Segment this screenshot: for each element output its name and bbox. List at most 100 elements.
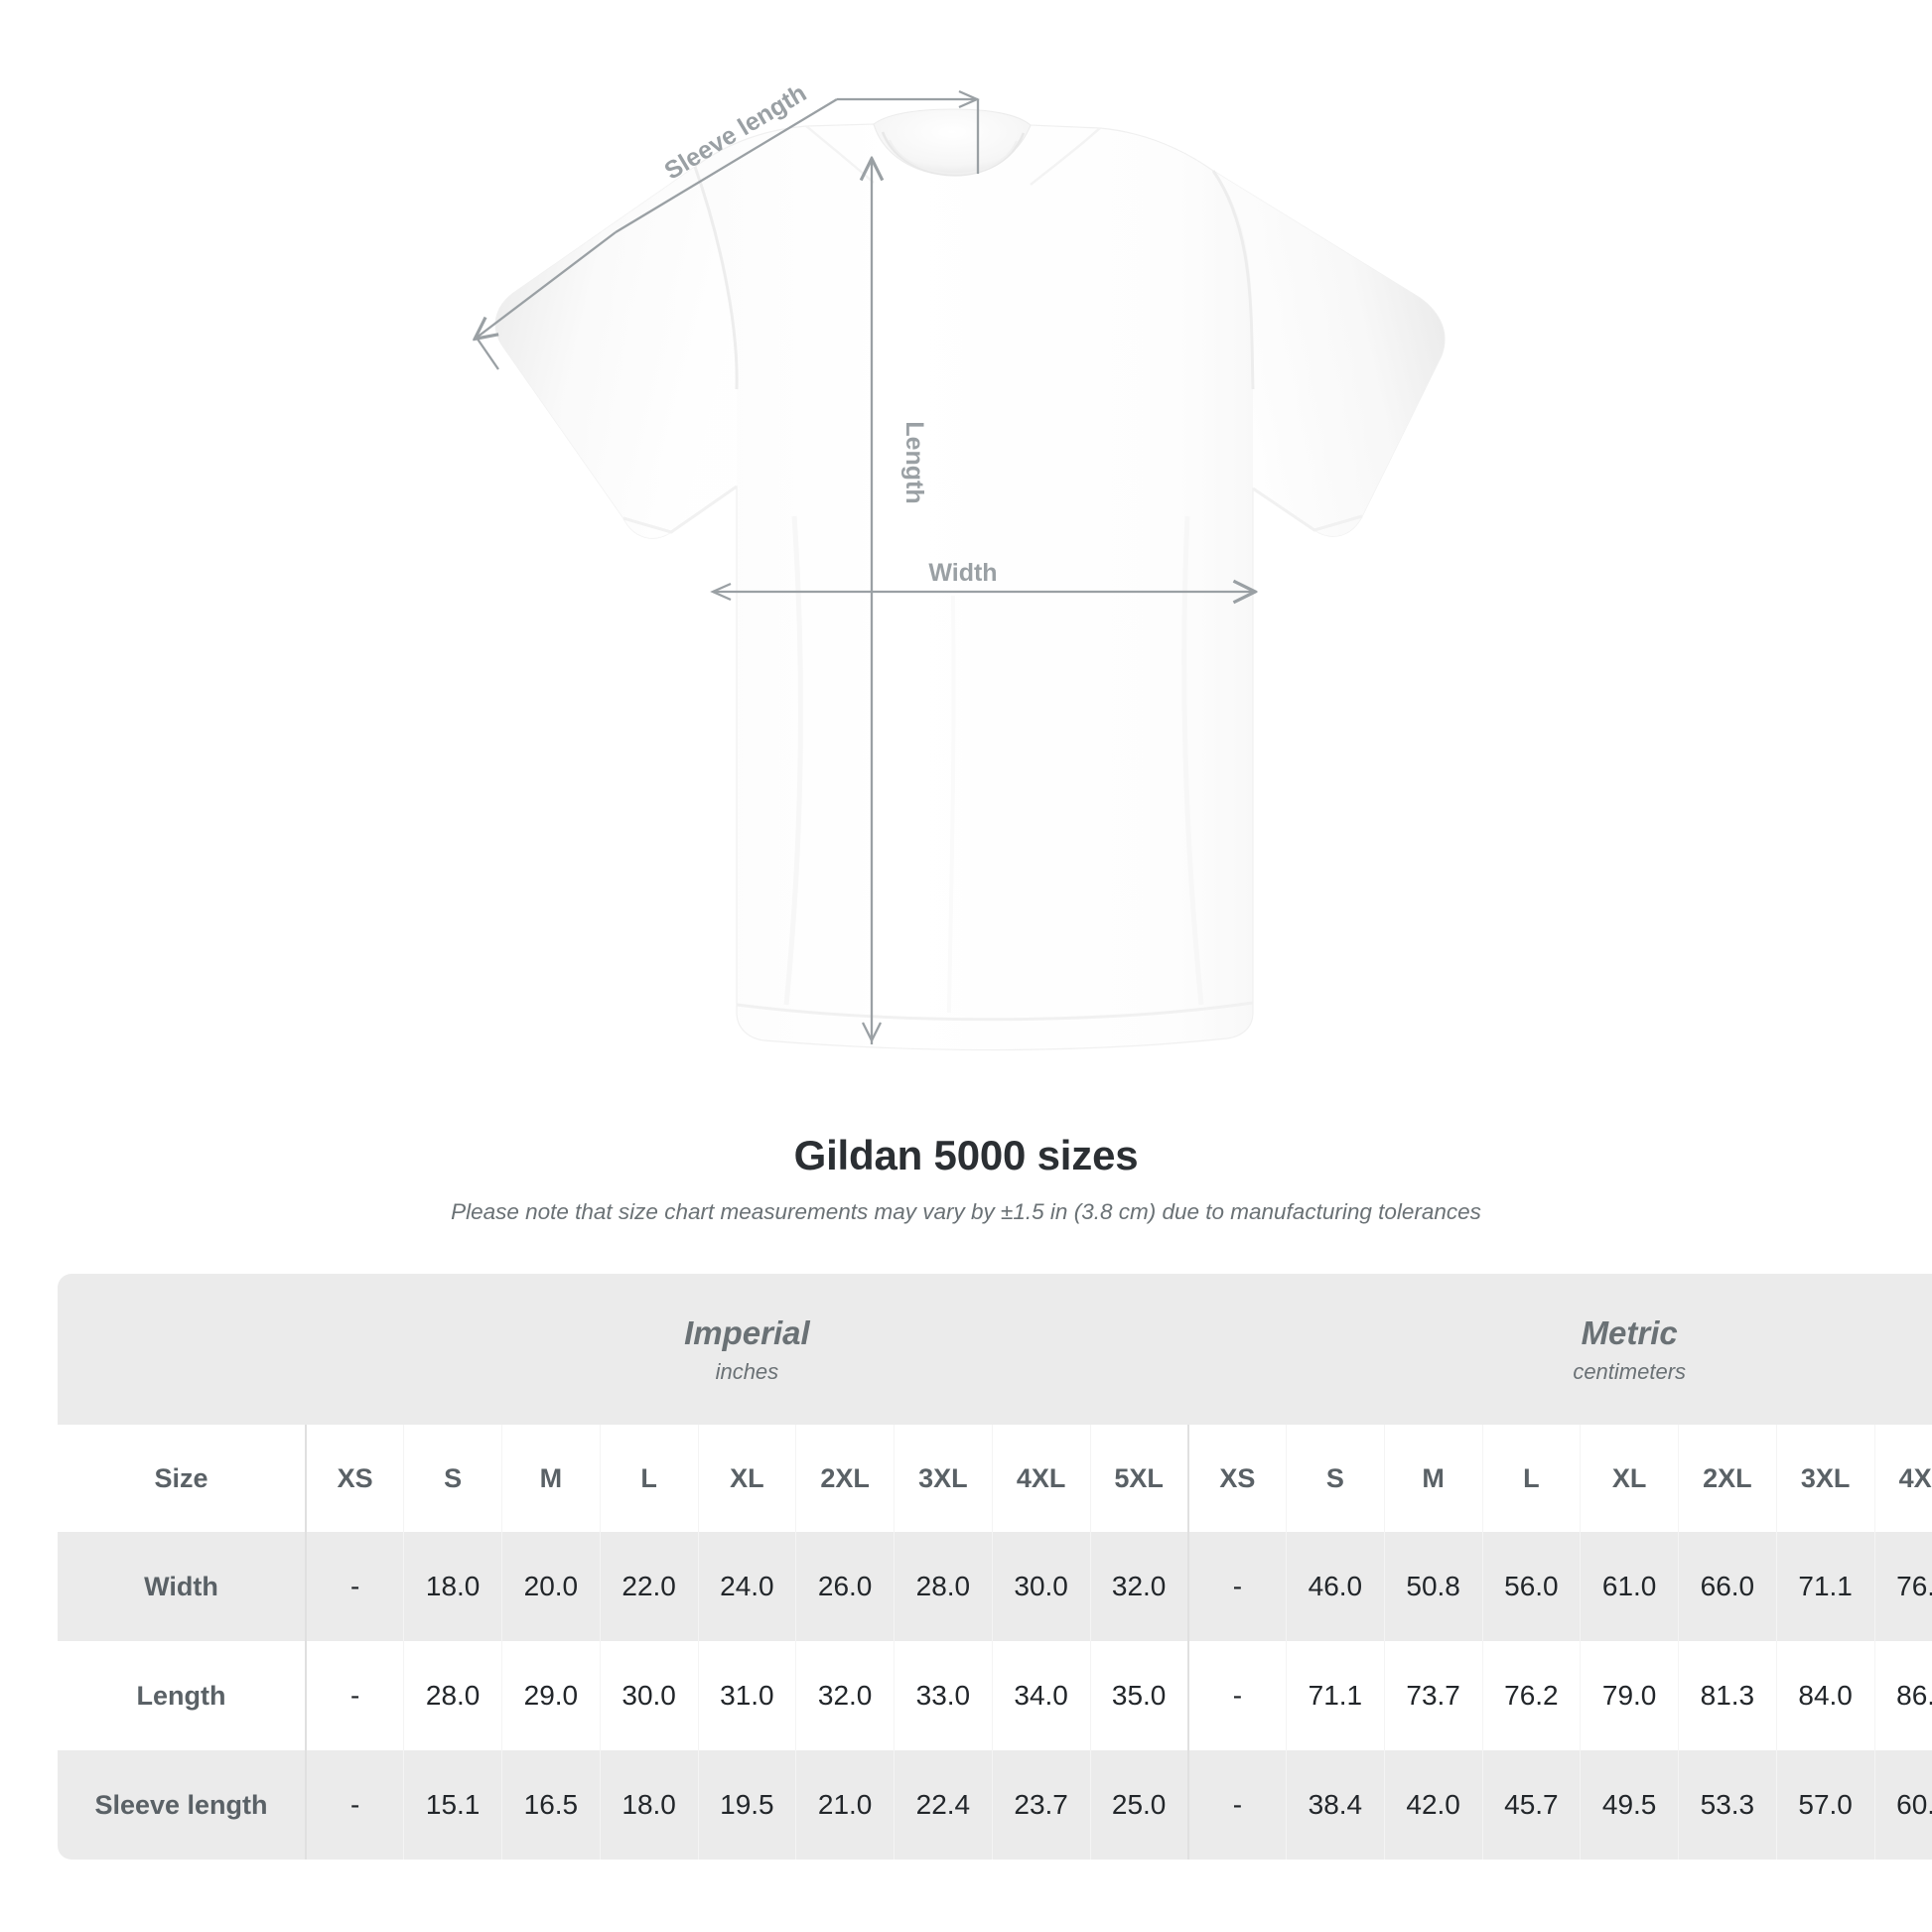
- size-header-imperial-m: M: [501, 1425, 601, 1532]
- page-title: Gildan 5000 sizes: [793, 1132, 1139, 1178]
- cell-length-metric-4xl: 86.4: [1873, 1641, 1932, 1750]
- table-row-sleeve-length: Sleeve length - 15.1 16.5 18.0 19.5 21.0…: [58, 1750, 1932, 1860]
- cell-length-metric-xl: 79.0: [1580, 1641, 1679, 1750]
- cell-length-metric-2xl: 81.3: [1678, 1641, 1777, 1750]
- cell-sleeve-imperial-xl: 19.5: [697, 1750, 796, 1860]
- cell-sleeve-imperial-3xl: 22.4: [894, 1750, 993, 1860]
- unit-cell-imperial: Imperial inches: [306, 1274, 1188, 1425]
- size-header-imperial-xl: XL: [697, 1425, 796, 1532]
- size-table-container: Imperial inches Metric centimeters Size …: [58, 1274, 1932, 1860]
- size-header-metric-l: L: [1481, 1425, 1581, 1532]
- unit-sub-imperial: inches: [715, 1358, 779, 1384]
- cell-sleeve-imperial-l: 18.0: [599, 1750, 698, 1860]
- unit-cell-metric: Metric centimeters: [1187, 1274, 1932, 1425]
- sleeve-diagonal-upper: [615, 98, 838, 233]
- unit-name-metric: Metric: [1581, 1313, 1678, 1351]
- title-block: Gildan 5000 sizes Please note that size …: [0, 1132, 1932, 1227]
- cell-sleeve-imperial-xs: -: [305, 1750, 404, 1860]
- cell-width-metric-4xl: 76.2: [1873, 1532, 1932, 1641]
- cell-length-metric-s: 71.1: [1286, 1641, 1385, 1750]
- size-header-metric-4xl: 4XL: [1873, 1425, 1932, 1532]
- sleeve-tick-left: [476, 337, 499, 370]
- cell-width-metric-xs: -: [1186, 1532, 1287, 1641]
- unit-name-imperial: Imperial: [684, 1313, 810, 1351]
- cell-sleeve-metric-xs: -: [1186, 1750, 1287, 1860]
- size-header-imperial-5xl: 5XL: [1089, 1425, 1188, 1532]
- size-header-metric-xs: XS: [1186, 1425, 1287, 1532]
- cell-width-imperial-s: 18.0: [403, 1532, 502, 1641]
- cell-width-metric-3xl: 71.1: [1775, 1532, 1874, 1641]
- tshirt-illustration: [494, 108, 1446, 1051]
- cell-length-metric-xs: -: [1186, 1641, 1287, 1750]
- size-header-metric-3xl: 3XL: [1775, 1425, 1874, 1532]
- cell-width-metric-2xl: 66.0: [1678, 1532, 1777, 1641]
- row-label-sleeve-length: Sleeve length: [58, 1750, 306, 1860]
- cell-length-imperial-3xl: 33.0: [894, 1641, 993, 1750]
- cell-sleeve-imperial-4xl: 23.7: [991, 1750, 1090, 1860]
- size-header-row: Size XS S M L XL 2XL 3XL 4XL 5XL XS S M …: [58, 1425, 1932, 1532]
- size-header-metric-s: S: [1286, 1425, 1385, 1532]
- cell-width-imperial-xs: -: [305, 1532, 404, 1641]
- cell-width-imperial-m: 20.0: [501, 1532, 601, 1641]
- tshirt-measurement-diagram: Sleeve length Length Width: [0, 79, 1446, 1051]
- cell-length-metric-m: 73.7: [1383, 1641, 1482, 1750]
- annotation-lines: [476, 89, 1253, 1044]
- cell-length-imperial-s: 28.0: [403, 1641, 502, 1750]
- size-header-imperial-2xl: 2XL: [795, 1425, 895, 1532]
- cell-length-metric-l: 76.2: [1481, 1641, 1581, 1750]
- cell-sleeve-imperial-5xl: 25.0: [1089, 1750, 1188, 1860]
- size-header-imperial-3xl: 3XL: [894, 1425, 993, 1532]
- size-header-metric-m: M: [1383, 1425, 1482, 1532]
- cell-width-imperial-2xl: 26.0: [795, 1532, 895, 1641]
- cell-sleeve-imperial-s: 15.1: [403, 1750, 502, 1860]
- table-row-length: Length - 28.0 29.0 30.0 31.0 32.0 33.0 3…: [58, 1641, 1932, 1750]
- tolerance-note: Please note that size chart measurements…: [451, 1199, 1481, 1225]
- table-row-width: Width - 18.0 20.0 22.0 24.0 26.0 28.0 30…: [58, 1532, 1932, 1641]
- cell-width-imperial-xl: 24.0: [697, 1532, 796, 1641]
- cell-width-metric-m: 50.8: [1383, 1532, 1482, 1641]
- cell-width-imperial-3xl: 28.0: [894, 1532, 993, 1641]
- cell-sleeve-imperial-m: 16.5: [501, 1750, 601, 1860]
- size-header-imperial-s: S: [403, 1425, 502, 1532]
- cell-sleeve-metric-xl: 49.5: [1580, 1750, 1679, 1860]
- unit-sub-metric: centimeters: [1573, 1358, 1687, 1384]
- row-label-length: Length: [58, 1641, 306, 1750]
- cell-length-imperial-2xl: 32.0: [795, 1641, 895, 1750]
- length-arrow-bottom: [861, 1022, 883, 1043]
- column-header-size: Size: [58, 1425, 306, 1532]
- size-header-metric-xl: XL: [1580, 1425, 1679, 1532]
- cell-sleeve-metric-l: 45.7: [1481, 1750, 1581, 1860]
- cell-length-imperial-l: 30.0: [599, 1641, 698, 1750]
- size-header-metric-2xl: 2XL: [1678, 1425, 1777, 1532]
- cell-length-imperial-m: 29.0: [501, 1641, 601, 1750]
- cell-sleeve-metric-s: 38.4: [1286, 1750, 1385, 1860]
- cell-width-imperial-5xl: 32.0: [1089, 1532, 1188, 1641]
- cell-sleeve-metric-3xl: 57.0: [1775, 1750, 1874, 1860]
- cell-width-imperial-4xl: 30.0: [991, 1532, 1090, 1641]
- sleeve-arrow-right: [958, 89, 980, 109]
- cell-length-imperial-4xl: 34.0: [991, 1641, 1090, 1750]
- row-label-width: Width: [58, 1532, 306, 1641]
- cell-length-imperial-xs: -: [305, 1641, 404, 1750]
- cell-width-imperial-l: 22.0: [599, 1532, 698, 1641]
- cell-sleeve-metric-4xl: 60.2: [1873, 1750, 1932, 1860]
- cell-length-imperial-xl: 31.0: [697, 1641, 796, 1750]
- unit-spacer-cell: [58, 1274, 306, 1425]
- unit-header-row: Imperial inches Metric centimeters: [58, 1274, 1932, 1425]
- cell-length-imperial-5xl: 35.0: [1089, 1641, 1188, 1750]
- cell-length-metric-3xl: 84.0: [1775, 1641, 1874, 1750]
- cell-sleeve-metric-2xl: 53.3: [1678, 1750, 1777, 1860]
- cell-width-metric-xl: 61.0: [1580, 1532, 1679, 1641]
- cell-sleeve-imperial-2xl: 21.0: [795, 1750, 895, 1860]
- size-chart-table: Imperial inches Metric centimeters Size …: [58, 1274, 1932, 1860]
- sleeve-diagonal-lower: [477, 231, 617, 338]
- width-label: Width: [928, 559, 997, 587]
- size-header-imperial-xs: XS: [305, 1425, 404, 1532]
- size-header-imperial-l: L: [599, 1425, 698, 1532]
- cell-sleeve-metric-m: 42.0: [1383, 1750, 1482, 1860]
- cell-width-metric-l: 56.0: [1481, 1532, 1581, 1641]
- size-header-imperial-4xl: 4XL: [991, 1425, 1090, 1532]
- width-arrow-left: [710, 582, 732, 602]
- length-label: Length: [900, 421, 928, 503]
